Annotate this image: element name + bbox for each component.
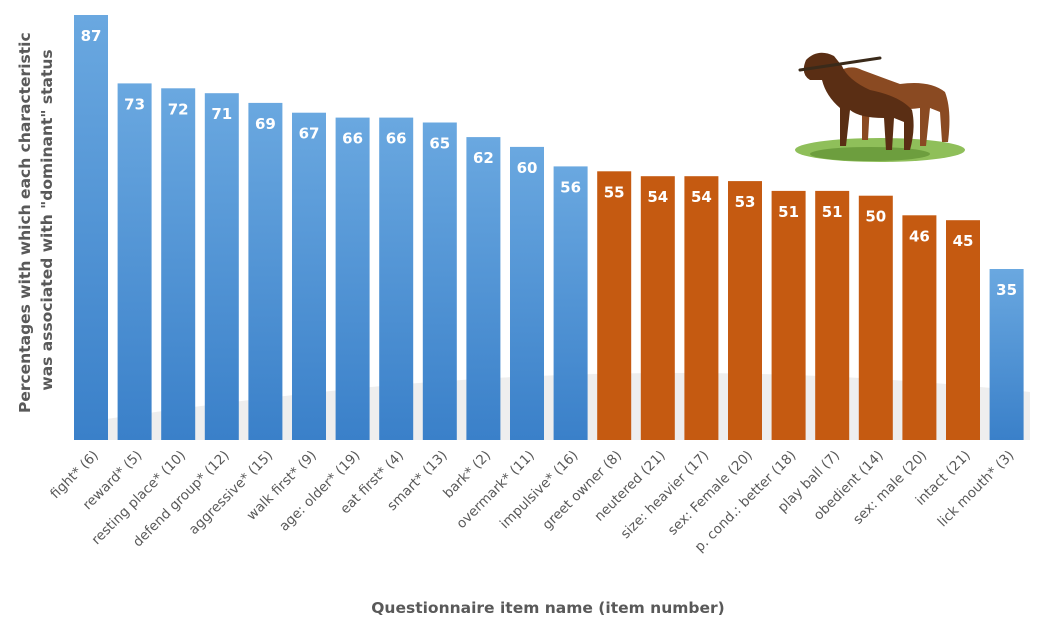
data-label-17: 51 [778,203,799,221]
bar-5 [248,102,283,441]
y-axis-title-line-1: Percentages with which each characterist… [16,32,34,413]
data-label-7: 66 [342,130,363,148]
bar-15 [684,176,719,440]
bar-10 [466,137,501,440]
data-label-19: 50 [865,208,886,226]
bar-4 [204,93,239,440]
two-dogs-illustration [795,52,965,162]
x-tick-label-12: impulsive* (16) [497,448,582,533]
x-axis-title: Questionnaire item name (item number) [371,599,724,617]
data-label-4: 71 [211,105,232,123]
bar-6 [292,112,326,440]
bar-20 [902,215,937,440]
bar-1 [74,15,108,440]
data-label-12: 56 [560,178,581,196]
bar-21 [946,220,980,440]
data-label-18: 51 [822,203,843,221]
y-axis-title-line-2: was associated with "dominant" status [38,49,56,390]
bar-7 [335,117,370,440]
data-label-16: 53 [735,193,756,211]
data-label-11: 60 [517,159,538,177]
x-tick-labels-group: fight* (6)reward* (5)resting place* (10)… [47,448,1017,556]
data-label-3: 72 [168,100,189,118]
y-axis-title: Percentages with which each characterist… [16,27,56,413]
data-label-15: 54 [691,188,712,206]
bar-8 [379,117,414,440]
data-label-13: 55 [604,183,625,201]
bar-19 [858,195,893,440]
bar-9 [422,122,457,440]
bar-14 [640,176,675,440]
bar-2 [117,83,152,441]
bar-18 [815,190,850,440]
x-tick-label-13: greet owner (8) [539,448,625,534]
x-tick-label-22: lick mouth* (3) [935,448,1018,531]
data-label-2: 73 [124,95,145,113]
bars-group [74,15,1024,441]
data-labels-group: 87 73 72 71 69 67 66 66 65 62 60 56 55 54 54 53 51 51 50 46… [81,27,1017,299]
data-label-9: 65 [429,135,450,153]
bar-22 [989,269,1024,440]
x-tick-label-11: overmark* (11) [453,448,537,532]
bar-16 [728,181,762,440]
data-label-14: 54 [647,188,668,206]
bar-3 [161,88,196,441]
data-label-20: 46 [909,227,930,245]
data-label-8: 66 [386,130,407,148]
x-tick-label-7: age: older* (19) [276,448,363,535]
bar-13 [597,171,632,441]
data-label-22: 35 [996,281,1017,299]
bar-12 [553,166,588,440]
data-label-6: 67 [299,125,320,143]
bar-11 [510,146,544,440]
data-label-1: 87 [81,27,102,45]
data-label-21: 45 [953,232,974,250]
data-label-5: 69 [255,115,276,133]
bar-17 [771,190,806,440]
data-label-10: 62 [473,149,494,167]
